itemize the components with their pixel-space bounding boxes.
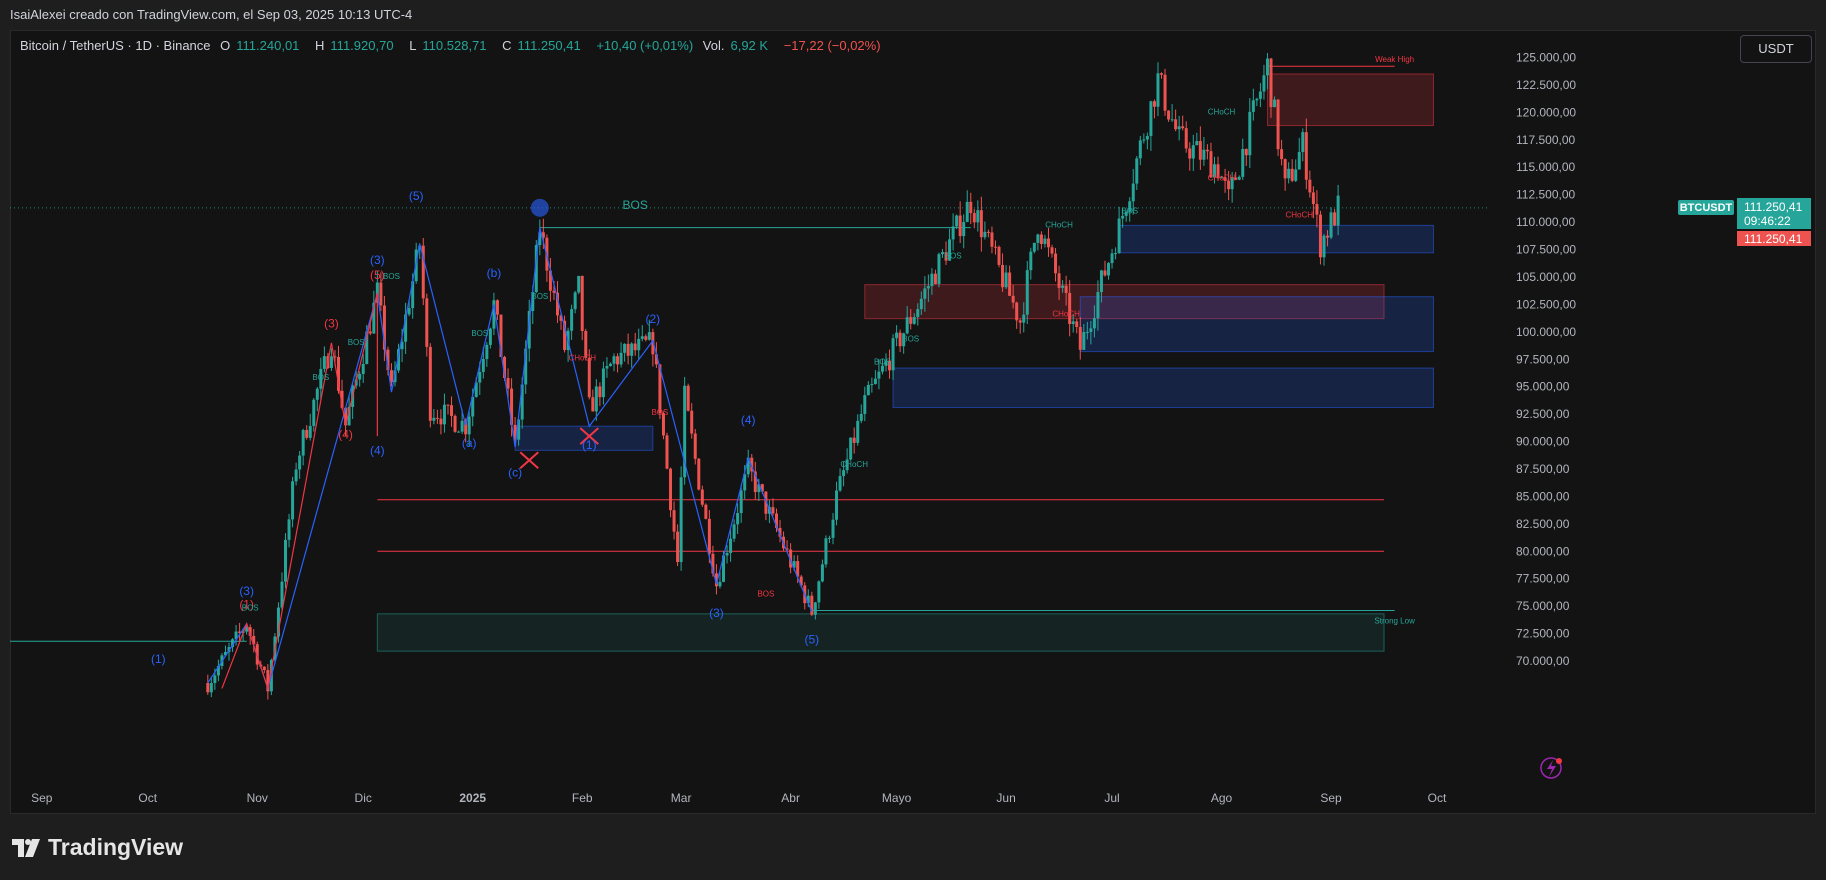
high-label: H xyxy=(315,38,325,53)
low-label: L xyxy=(409,38,417,53)
symbol-title[interactable]: Bitcoin / TetherUS · 1D · Binance xyxy=(20,38,211,53)
chart-header: IsaiAlexei creado con TradingView.com, e… xyxy=(0,0,1826,30)
symbol-legend: Bitcoin / TetherUS · 1D · Binance O 111.2… xyxy=(20,38,887,53)
currency-button[interactable]: USDT xyxy=(1740,35,1812,63)
tradingview-logo[interactable]: TradingView xyxy=(12,834,183,861)
tradingview-logo-text: TradingView xyxy=(48,834,184,860)
footer-bar xyxy=(0,814,1826,880)
chart-panel xyxy=(10,30,1816,814)
change-value: +10,40 (+0,01%) xyxy=(596,38,694,53)
close-label: C xyxy=(502,38,512,53)
volume-value: 6,92 K xyxy=(730,38,769,53)
low-value: 110.528,71 xyxy=(422,38,487,53)
open-value: 111.240,01 xyxy=(236,38,300,53)
tradingview-logo-icon xyxy=(12,838,40,857)
open-label: O xyxy=(220,38,231,53)
volume-label: Vol. xyxy=(702,38,725,53)
close-value: 111.250,41 xyxy=(517,38,581,53)
high-value: 111.920,70 xyxy=(330,38,394,53)
volume-change: −17,22 (−0,02%) xyxy=(783,38,881,53)
